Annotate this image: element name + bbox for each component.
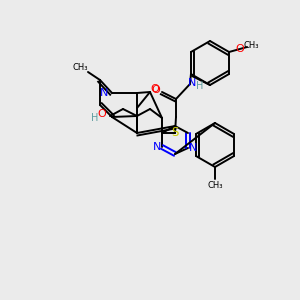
Text: O: O (236, 44, 244, 54)
Text: O: O (152, 85, 160, 95)
Text: H: H (91, 113, 99, 123)
Text: CH₃: CH₃ (243, 40, 259, 50)
Text: S: S (171, 127, 179, 140)
Text: O: O (151, 84, 159, 94)
Text: H: H (196, 81, 204, 91)
Text: N: N (153, 142, 161, 152)
Text: N: N (188, 78, 196, 88)
Text: CH₃: CH₃ (207, 182, 223, 190)
Text: N: N (100, 88, 108, 98)
Text: N: N (189, 143, 197, 153)
Text: CH₃: CH₃ (72, 64, 88, 73)
Text: O: O (98, 109, 106, 119)
